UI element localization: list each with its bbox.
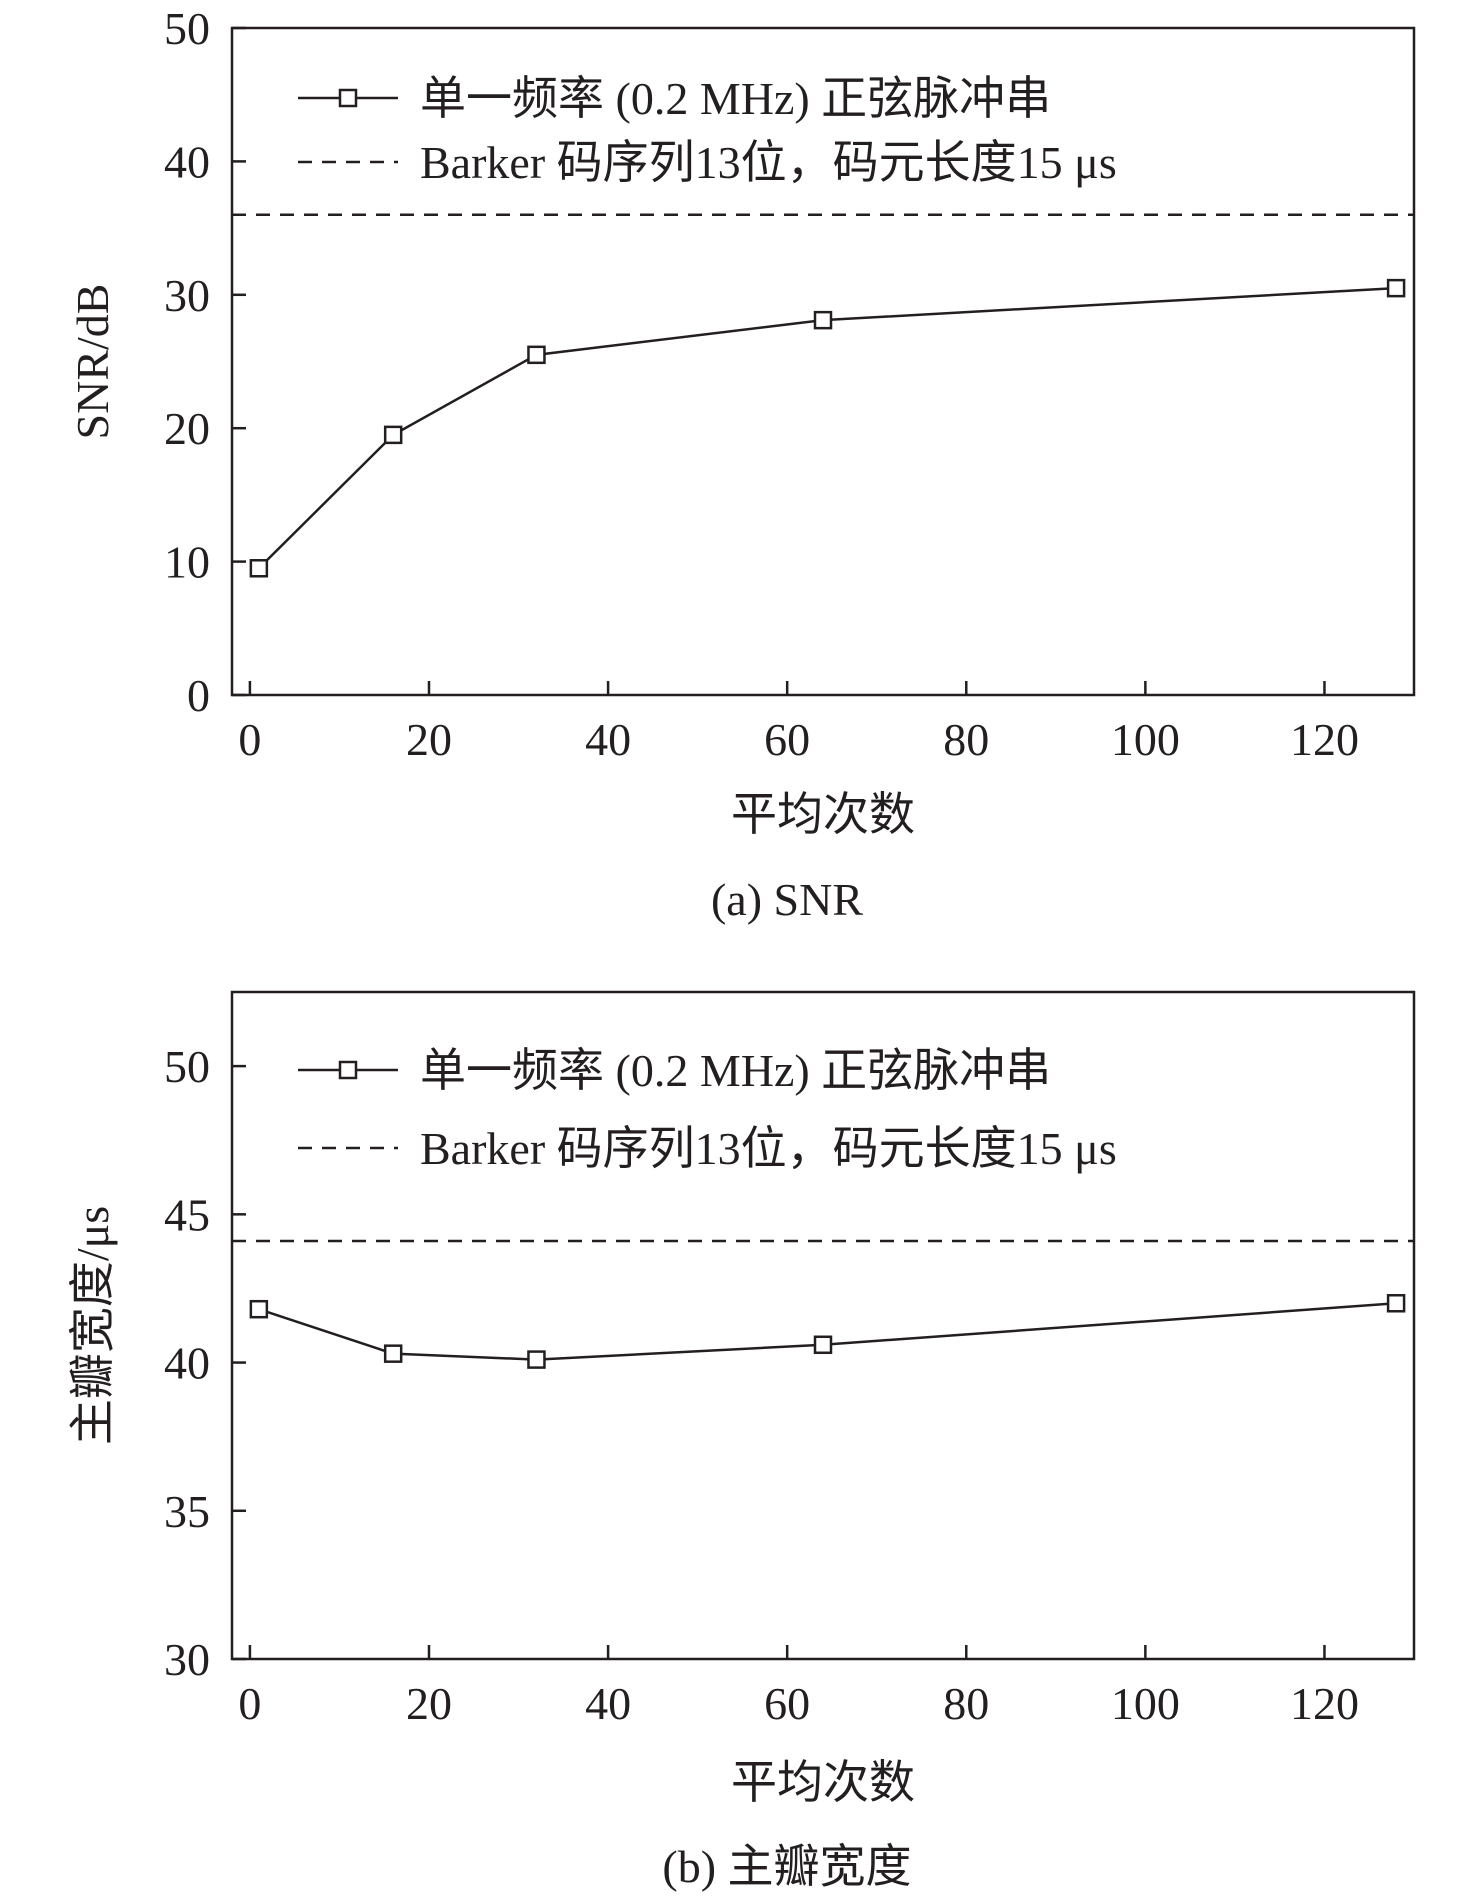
data-point-marker <box>383 425 403 445</box>
data-point-marker <box>1386 1294 1406 1313</box>
x-tick-label: 100 <box>1111 714 1180 765</box>
y-tick-label: 50 <box>164 1041 210 1092</box>
x-axis-title: 平均次数 <box>731 789 915 840</box>
legend-label: Barker 码序列13位，码元长度15 μs <box>420 1123 1117 1174</box>
data-point-marker <box>813 1335 833 1355</box>
legend-swatch-marker <box>338 1060 358 1080</box>
plot-frame <box>230 990 1416 1661</box>
legend-swatch-marker <box>338 88 358 108</box>
y-tick-label: 30 <box>164 270 210 321</box>
chart-b: 0 20 40 60 80 100 120 30 35 40 45 50 平均次数 主瓣宽度/μs (b) … <box>67 990 1416 1892</box>
data-point-marker <box>1386 278 1406 298</box>
y-tick-label: 45 <box>164 1189 210 1240</box>
x-tick-label: 20 <box>406 714 452 765</box>
chart-caption: (a) SNR <box>711 874 863 925</box>
y-tick-label: 30 <box>164 1634 210 1685</box>
y-tick-label: 40 <box>164 1338 210 1389</box>
y-axis-title: 主瓣宽度/μs <box>67 1206 118 1445</box>
y-axis-title: SNR/dB <box>67 284 118 440</box>
y-tick-label: 0 <box>187 670 210 721</box>
y-tick-label: 50 <box>164 3 210 54</box>
legend-label: 单一频率 (0.2 MHz) 正弦脉冲串 <box>420 73 1051 124</box>
data-point-marker <box>249 559 269 578</box>
x-tick-label: 120 <box>1290 1678 1359 1729</box>
data-point-marker <box>813 310 833 330</box>
x-tick-label: 20 <box>406 1678 452 1729</box>
y-tick-label: 10 <box>164 537 210 588</box>
data-point-marker <box>527 1350 546 1369</box>
x-tick-label: 0 <box>238 1678 261 1729</box>
x-tick-label: 80 <box>943 1678 989 1729</box>
x-axis-title: 平均次数 <box>731 1757 915 1808</box>
legend-label: 单一频率 (0.2 MHz) 正弦脉冲串 <box>420 1045 1051 1096</box>
x-tick-label: 0 <box>238 714 261 765</box>
x-tick-label: 40 <box>585 714 631 765</box>
data-point-marker <box>383 1344 403 1363</box>
x-tick-label: 60 <box>764 1678 810 1729</box>
chart-caption: (b) 主瓣宽度 <box>662 1841 911 1892</box>
legend-label: Barker 码序列13位，码元长度15 μs <box>420 137 1117 188</box>
y-tick-label: 35 <box>164 1486 210 1537</box>
series-sine-line <box>257 286 1397 570</box>
x-tick-label: 60 <box>764 714 810 765</box>
x-tick-label: 100 <box>1111 1678 1180 1729</box>
chart-a: 0 20 40 60 80 100 120 0 10 20 30 40 50 平均次数 SNR/dB (a) … <box>67 3 1416 925</box>
y-tick-label: 40 <box>164 136 210 187</box>
data-point-marker <box>249 1299 269 1319</box>
y-tick-label: 20 <box>164 403 210 454</box>
data-point-marker <box>527 345 546 365</box>
x-tick-label: 40 <box>585 1678 631 1729</box>
plot-frame <box>230 26 1416 697</box>
x-tick-label: 80 <box>943 714 989 765</box>
x-tick-label: 120 <box>1290 714 1359 765</box>
